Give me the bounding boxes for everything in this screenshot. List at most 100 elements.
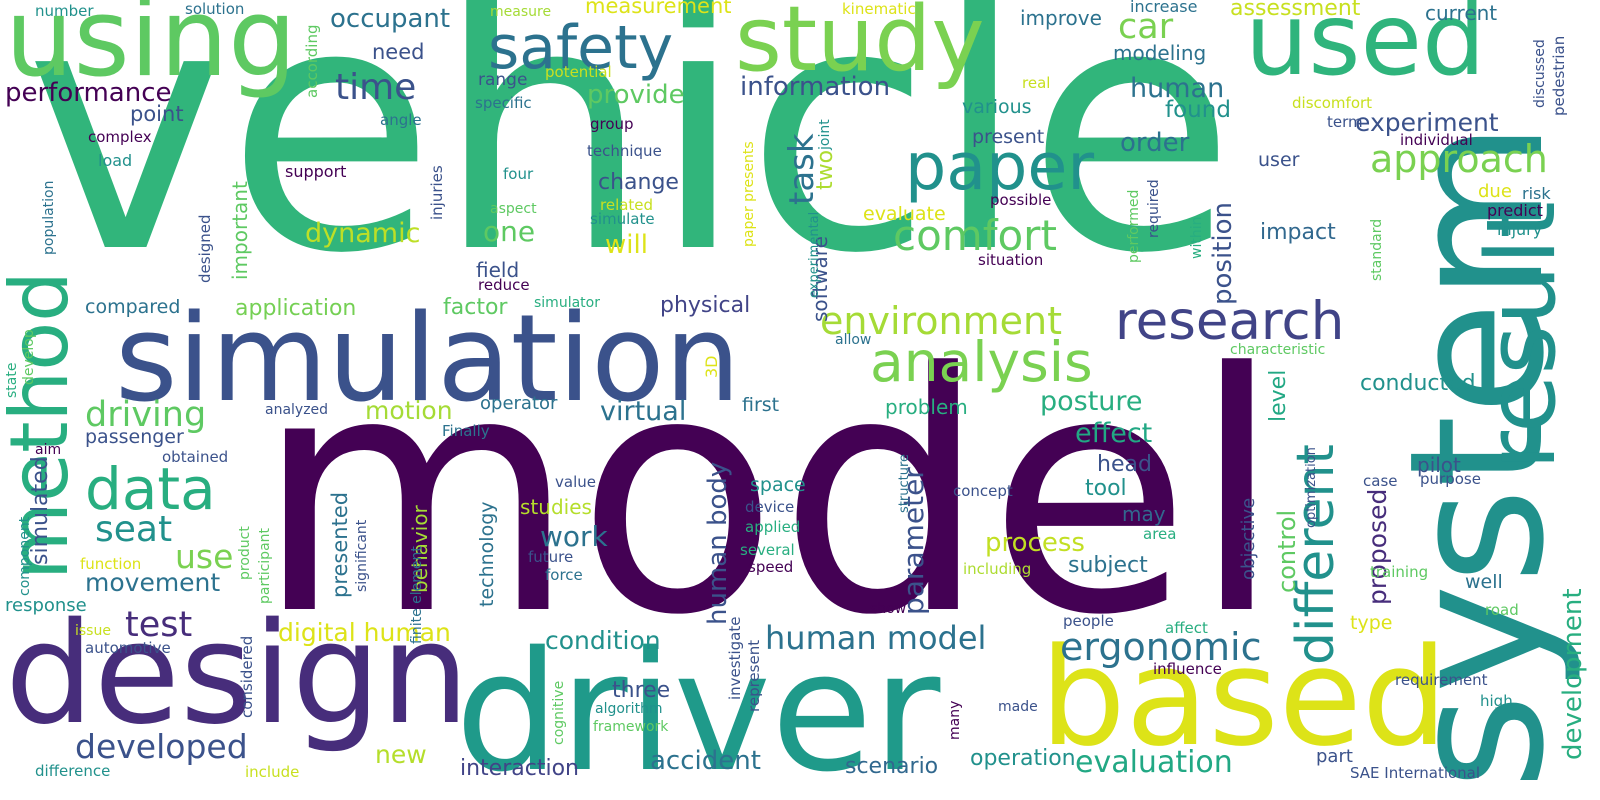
word-significant: significant	[354, 519, 370, 592]
word-change: change	[598, 170, 679, 195]
word-case: case	[1363, 472, 1398, 490]
word-one: one	[483, 215, 536, 248]
word-movement: movement	[85, 568, 221, 597]
word-measure: measure	[490, 4, 552, 20]
word-made: made	[998, 699, 1038, 715]
word-tool: tool	[1085, 476, 1127, 501]
word-product: product	[237, 526, 253, 580]
word-design: design	[5, 593, 470, 756]
word-using: using	[5, 0, 297, 101]
word-time: time	[335, 67, 417, 108]
word-type: type	[1350, 612, 1393, 634]
word-discomfort: discomfort	[1292, 94, 1373, 112]
word-driving: driving	[85, 395, 207, 435]
word-interaction: interaction	[460, 756, 579, 781]
word-study: study	[735, 0, 985, 92]
word-impact: impact	[1260, 220, 1336, 245]
word-dynamic: dynamic	[305, 218, 421, 249]
word-experimental: experimental	[807, 211, 822, 298]
word-predict: predict	[1487, 201, 1543, 220]
word-road: road	[1485, 601, 1519, 619]
word-analysis: analysis	[870, 330, 1093, 394]
word-information: information	[740, 72, 891, 102]
word-digital-human: digital human	[278, 618, 451, 647]
word-develop: develop	[21, 329, 37, 385]
word-human: human	[1130, 73, 1225, 104]
word-paper-presents: paper presents	[741, 141, 757, 247]
word-test: test	[125, 605, 193, 645]
word-people: people	[1063, 612, 1114, 630]
word-force: force	[545, 566, 583, 584]
word-data: data	[85, 455, 216, 523]
word-studies: studies	[520, 495, 592, 519]
word-factor: factor	[443, 295, 508, 320]
word-proposed: proposed	[1363, 488, 1392, 605]
word-head: head	[1097, 452, 1152, 477]
word-compared: compared	[85, 296, 181, 318]
word-will: will	[605, 230, 648, 260]
word-finally: Finally	[442, 422, 490, 440]
word-measurement: measurement	[585, 0, 732, 18]
word-complex: complex	[88, 128, 152, 146]
word-purpose: purpose	[1420, 470, 1481, 488]
word-device: device	[745, 498, 795, 516]
word-aim: aim	[35, 442, 62, 458]
word-situation: situation	[978, 251, 1044, 269]
word-condition: condition	[545, 626, 661, 655]
word-application: application	[235, 296, 357, 321]
word-required: required	[1146, 179, 1162, 238]
word-human-body: human body	[703, 461, 733, 625]
word-framework: framework	[593, 719, 669, 735]
word-analyzed: analyzed	[265, 402, 329, 418]
word-research: research	[1115, 291, 1345, 352]
word-several: several	[740, 541, 795, 559]
word-designed: designed	[196, 214, 214, 283]
word-requirement: requirement	[1395, 671, 1488, 689]
word-result: result	[1467, 201, 1577, 470]
word-comfort: comfort	[893, 211, 1057, 260]
word-motion: motion	[365, 396, 453, 425]
word-paper: paper	[905, 130, 1095, 205]
word-speed: speed	[748, 558, 794, 576]
word-provide: provide	[587, 80, 685, 110]
word-number: number	[35, 2, 94, 20]
word-include: include	[245, 763, 300, 781]
word-physical: physical	[660, 293, 751, 318]
word-vehicle: vehicle	[25, 0, 1236, 328]
word-subject: subject	[1068, 553, 1148, 578]
word-seat: seat	[95, 509, 173, 550]
word-function: function	[80, 555, 142, 573]
word-experiment: experiment	[1355, 108, 1499, 137]
word-high: high	[1480, 692, 1513, 710]
word-may: may	[1122, 502, 1166, 526]
word-population: population	[41, 180, 57, 256]
word-operator: operator	[480, 393, 558, 414]
word-virtual: virtual	[600, 396, 687, 427]
word-well: well	[1465, 571, 1503, 593]
word-3d: 3D	[702, 355, 721, 379]
word-training: training	[1370, 563, 1429, 581]
word-load: load	[98, 151, 133, 170]
word-show: show	[870, 601, 907, 617]
word-approach: approach	[1370, 137, 1548, 181]
word-space: space	[750, 474, 806, 496]
word-technique: technique	[587, 142, 662, 160]
word-technology: technology	[476, 501, 498, 607]
word-new: new	[375, 740, 427, 769]
word-important: important	[228, 181, 252, 280]
word-assessment: assessment	[1230, 0, 1361, 21]
word-standard: standard	[1369, 218, 1385, 281]
word-specific: specific	[475, 94, 532, 112]
word-according: according	[303, 24, 321, 98]
word-influence: influence	[1153, 660, 1222, 678]
word-performed: performed	[1126, 189, 1142, 263]
word-risk: risk	[1522, 184, 1551, 203]
word-participant: participant	[257, 527, 273, 604]
word-accident: accident	[650, 746, 761, 776]
word-response: response	[5, 595, 87, 616]
word-ergonomic: ergonomic	[1060, 625, 1262, 669]
word-improve: improve	[1020, 6, 1102, 30]
word-operation: operation	[970, 746, 1076, 771]
word-two: two	[813, 149, 838, 190]
word-reduce: reduce	[478, 276, 530, 294]
